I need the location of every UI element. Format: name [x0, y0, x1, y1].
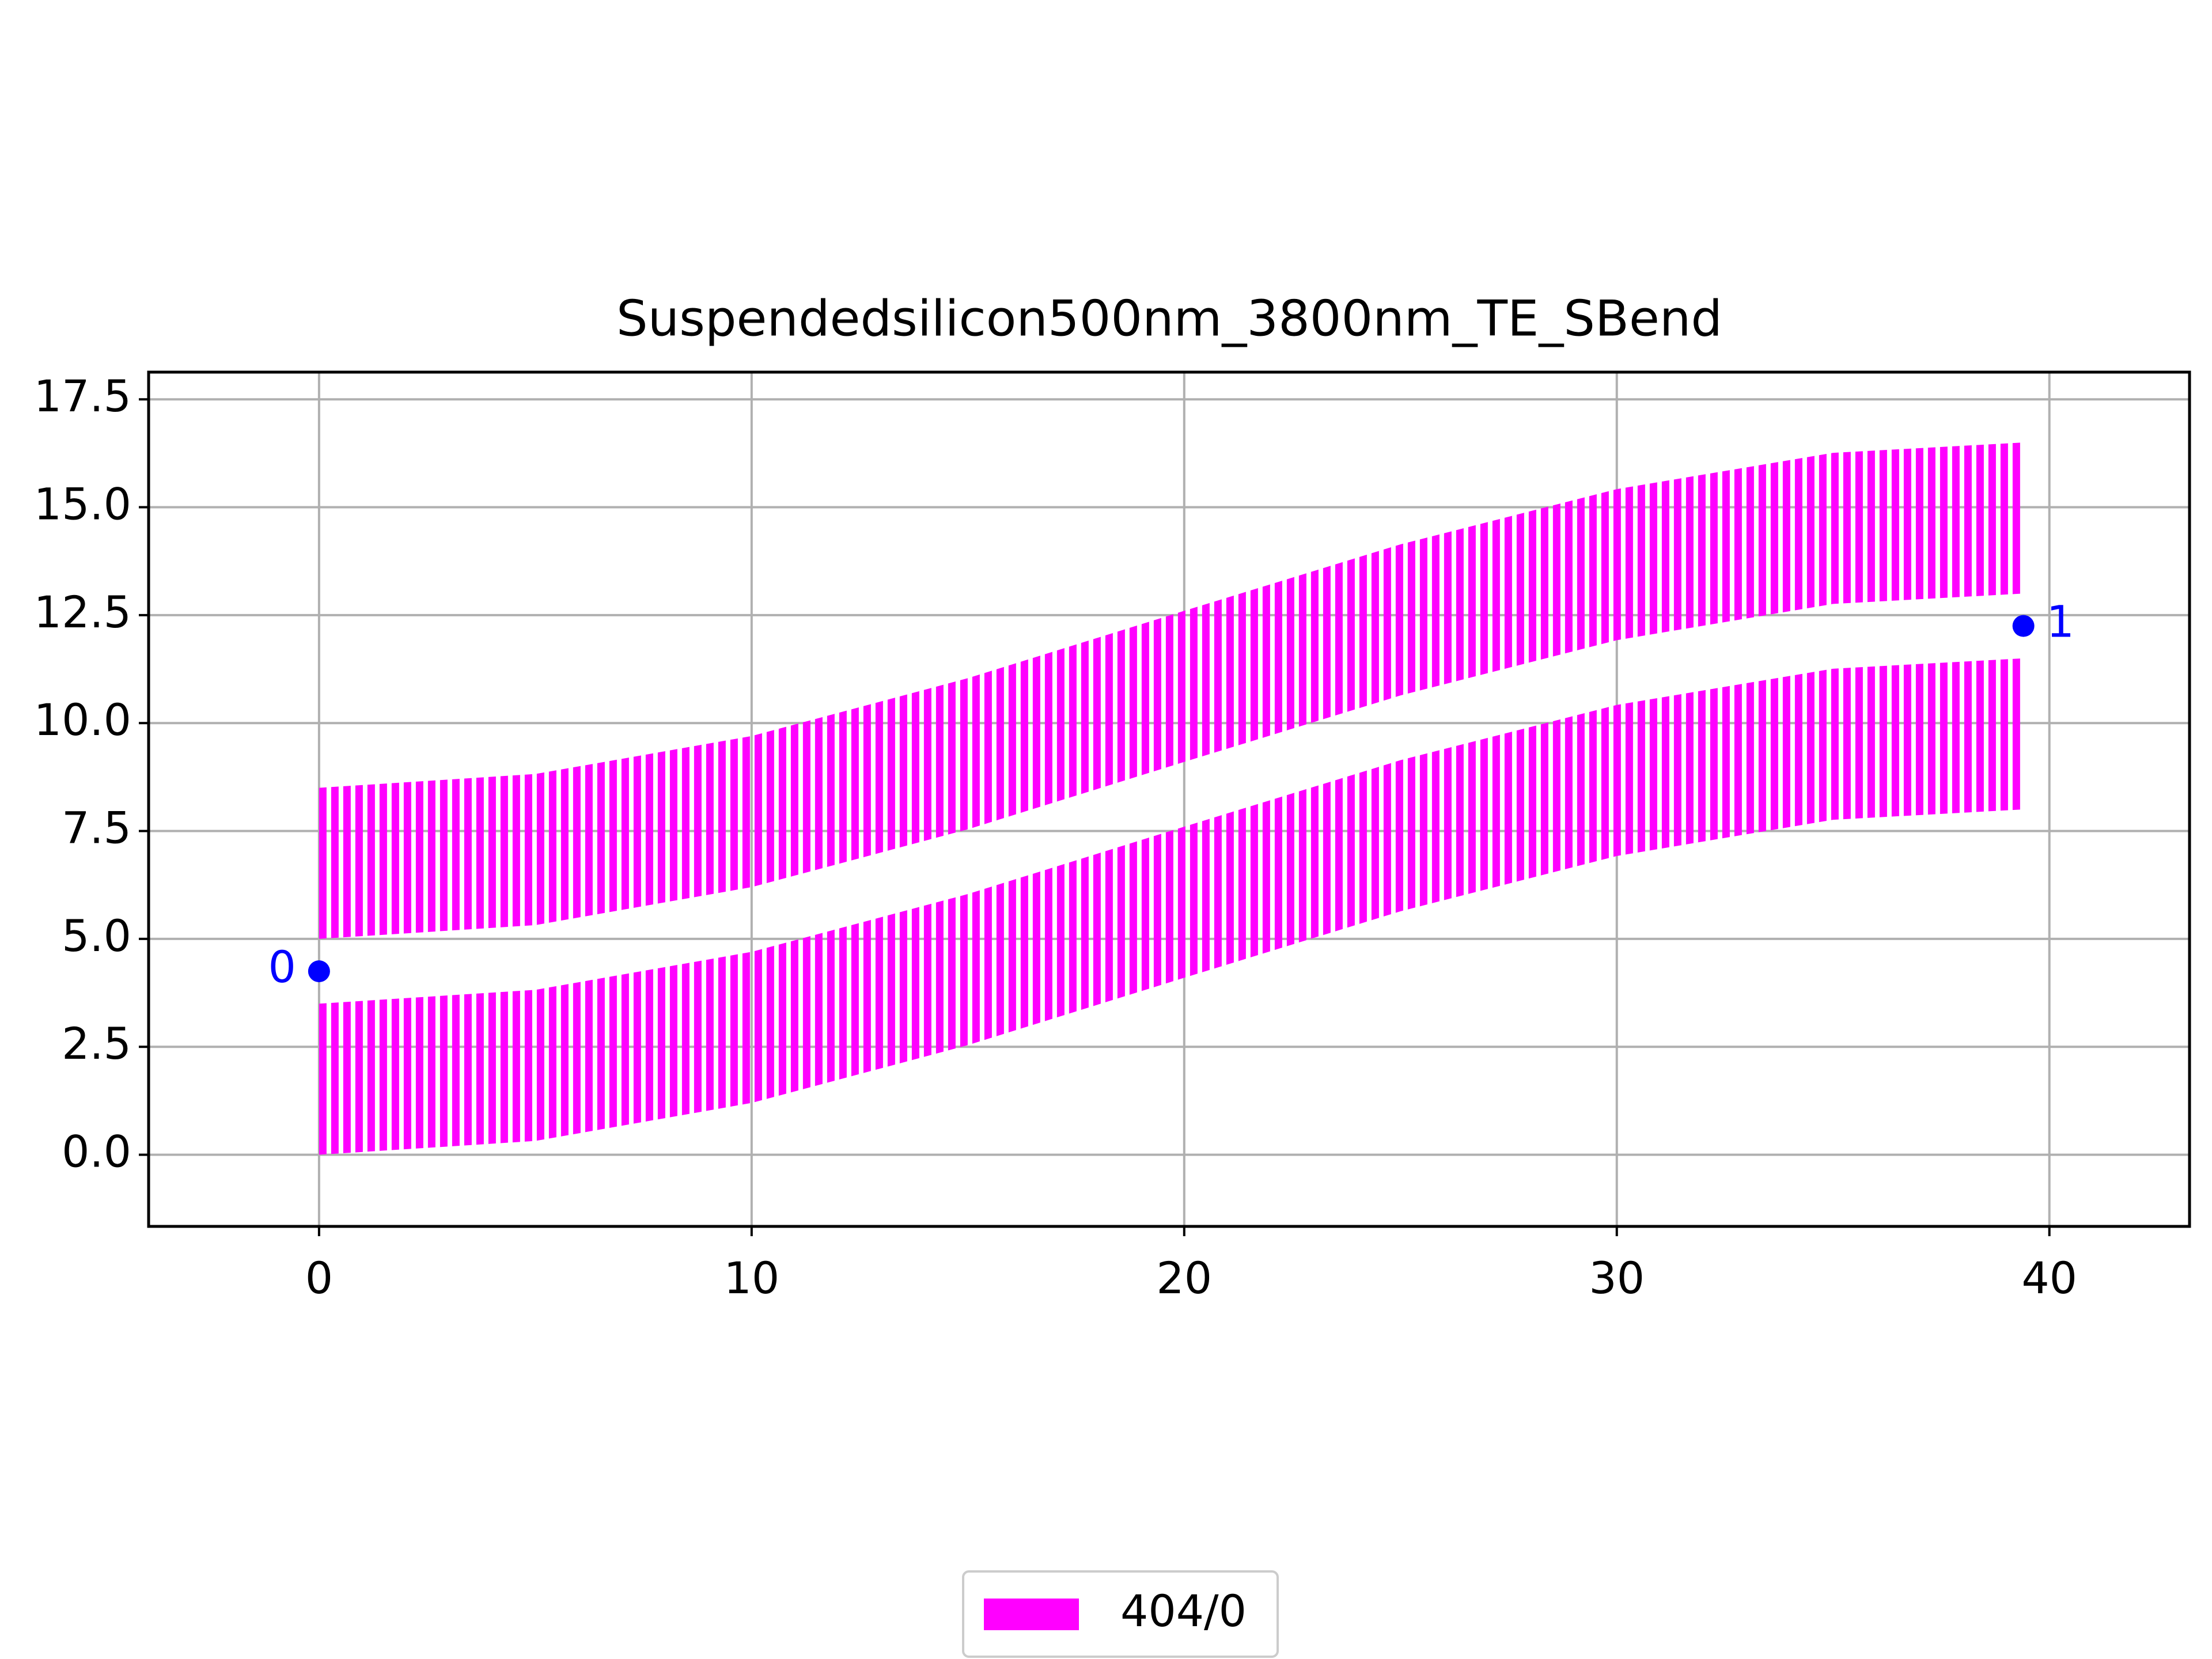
legend-label: 404/0	[1120, 1585, 1247, 1637]
port-label: 1	[2047, 596, 2074, 647]
y-tick-label: 0.0	[62, 1126, 131, 1177]
y-tick-label: 5.0	[62, 910, 131, 961]
y-tick-label: 2.5	[62, 1018, 131, 1069]
x-tick-label: 30	[1589, 1252, 1645, 1304]
y-tick-label: 12.5	[34, 586, 131, 638]
chart-title: Suspendedsilicon500nm_3800nm_TE_SBend	[616, 290, 1722, 347]
x-tick-label: 20	[1156, 1252, 1212, 1304]
y-tick-label: 7.5	[62, 802, 131, 854]
plot-frame	[147, 370, 2191, 1228]
waveguide-band	[319, 442, 2024, 939]
x-tick-label: 40	[2021, 1252, 2077, 1304]
port-marker	[2012, 615, 2035, 637]
y-tick-label: 15.0	[34, 479, 131, 530]
port-marker	[308, 960, 330, 983]
y-tick-label: 17.5	[34, 370, 131, 422]
y-tick-label: 10.0	[34, 694, 131, 745]
legend-box	[962, 1570, 1279, 1658]
port-label: 0	[268, 941, 296, 993]
legend-swatch	[984, 1599, 1079, 1630]
x-tick-label: 0	[305, 1252, 333, 1304]
x-tick-label: 10	[724, 1252, 779, 1304]
waveguide-band	[319, 658, 2024, 1155]
